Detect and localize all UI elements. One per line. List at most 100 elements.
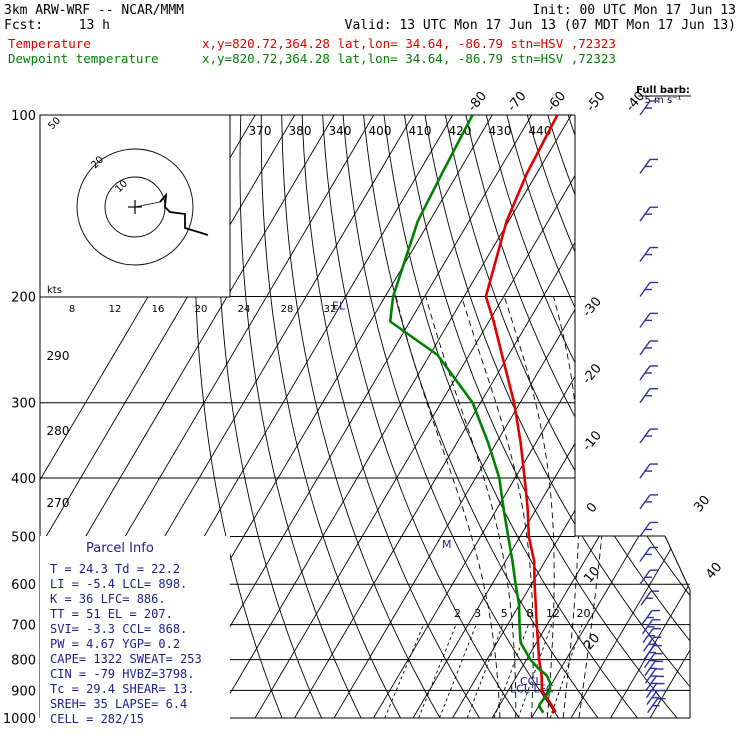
hodo-axis-tick: 24 — [238, 304, 251, 315]
hodograph-trace — [159, 192, 209, 236]
dry-adiabat-line — [623, 115, 690, 718]
parcel-row: CAPE= 1322 SWEAT= 253 — [50, 652, 202, 666]
storm-motion-vector — [134, 201, 161, 208]
isotherm-line — [563, 115, 690, 718]
isotherm-label: -30 — [580, 294, 605, 320]
isotherm-line — [40, 115, 312, 718]
m-label: M — [442, 538, 452, 551]
mixing-ratio-line — [439, 624, 477, 718]
parcel-info-box: Parcel Info T = 24.3 Td = 22.2 LI = -5.4… — [40, 536, 230, 726]
moist-adiabat-line — [553, 296, 580, 718]
parcel-row: SVI= -3.3 CCL= 868. — [50, 622, 187, 636]
pressure-label: 400 — [11, 472, 36, 487]
dry-adiabat-line — [194, 115, 288, 718]
theta-label: 290 — [47, 349, 70, 363]
parcel-row: T = 24.3 Td = 22.2 — [50, 562, 180, 576]
pressure-label: 200 — [11, 291, 36, 306]
mixing-ratio-label: 12 — [546, 607, 560, 620]
theta-label: 400 — [369, 124, 392, 138]
dry-adiabat-line — [462, 115, 690, 718]
valid-time: Valid: 13 UTC Mon 17 Jun 13 (07 MDT Mon … — [345, 18, 736, 33]
dewpoint-legend: Dewpoint temperature — [8, 51, 159, 66]
mixing-ratio-label: 5 — [501, 607, 508, 620]
theta-label: 380 — [289, 124, 312, 138]
isotherm-label: -10 — [580, 428, 605, 454]
isotherm-label: 20 — [581, 631, 603, 653]
isotherm-label: -70 — [505, 89, 530, 115]
moist-adiabat-line — [395, 296, 501, 718]
isotherm-label: 40 — [703, 560, 725, 582]
parcel-row: LI = -5.4 LCL= 898. — [50, 577, 187, 591]
parcel-row: K = 36 LFC= 886. — [50, 592, 166, 606]
theta-label: 270 — [47, 496, 70, 510]
isotherm-label: -20 — [580, 361, 605, 387]
hodo-axis-tick: 20 — [195, 304, 208, 315]
ccl-label: CCL — [520, 675, 542, 688]
pressure-label: 500 — [11, 530, 36, 545]
dry-adiabat-line — [239, 115, 368, 718]
mixing-ratio-label: 3 — [474, 607, 481, 620]
theta-label: 410 — [409, 124, 432, 138]
barb-legend-units: 5 m s⁻¹ — [645, 95, 682, 106]
dry-adiabat-line — [583, 115, 690, 718]
isotherm-label: 10 — [581, 564, 603, 586]
theta-label: 440 — [529, 124, 552, 138]
pressure-label: 900 — [11, 684, 36, 699]
pressure-label: 600 — [11, 578, 36, 593]
theta-label: 430 — [489, 124, 512, 138]
hodo-axis-label: kts — [47, 285, 62, 296]
moist-adiabat-line — [503, 296, 555, 718]
mixing-ratio-label: 2 — [454, 607, 461, 620]
dry-adiabat-line — [301, 115, 488, 718]
dry-adiabat-line — [361, 115, 609, 718]
hodo-ring — [76, 148, 194, 266]
theta-label: 340 — [329, 124, 352, 138]
dry-adiabat-line — [402, 115, 689, 718]
mixing-ratio-line — [384, 624, 424, 718]
dry-adiabat-line — [442, 115, 690, 718]
dry-adiabat-line — [321, 115, 528, 718]
hodo-axis-tick: 8 — [69, 304, 75, 315]
isotherm-label: -60 — [544, 89, 569, 115]
pressure-label: 700 — [11, 619, 36, 634]
init-time: Init: 00 UTC Mon 17 Jun 13 — [533, 3, 737, 18]
mixing-ratio-line — [517, 624, 553, 718]
isotherm-label: -50 — [584, 89, 609, 115]
forecast-value: 13 h — [79, 18, 110, 33]
dry-adiabat-line — [281, 115, 448, 718]
moist-adiabat-line — [578, 296, 611, 718]
moist-adiabat-line — [461, 296, 534, 718]
hodo-axis-tick: 16 — [152, 304, 165, 315]
isotherm-label: -80 — [465, 89, 490, 115]
isotherm-line — [247, 115, 628, 718]
pressure-label: 1000 — [3, 712, 36, 727]
dry-adiabat-line — [543, 115, 690, 718]
mixing-ratio-line — [549, 624, 583, 718]
hodo-axis-tick: 32 — [324, 304, 337, 315]
isotherm-line — [642, 115, 690, 718]
theta-label: 370 — [249, 124, 272, 138]
dry-adiabat-line — [603, 115, 690, 718]
parcel-info-title: Parcel Info — [86, 541, 154, 556]
dry-adiabat-line — [684, 115, 690, 718]
mixing-ratio-line — [493, 624, 529, 718]
mixing-ratio-label: 20 — [577, 607, 591, 620]
isotherm-line — [286, 115, 667, 718]
pressure-label: 300 — [11, 397, 36, 412]
profiles — [388, 115, 559, 714]
isotherm-line — [40, 115, 351, 718]
isotherm-label: 0 — [584, 500, 601, 516]
mixing-ratio-line — [418, 624, 457, 718]
isotherm-line — [168, 115, 549, 718]
hodo-axis-tick: 28 — [281, 304, 294, 315]
model-title: 3km ARW-WRF -- NCAR/MMM — [4, 3, 184, 18]
mixing-ratio-label: 8 — [526, 607, 533, 620]
parcel-row: SREH= 35 LAPSE= 6.4 — [50, 697, 187, 711]
isotherm-line — [207, 115, 588, 718]
el-label: EL — [332, 300, 346, 313]
dry-adiabat-line — [482, 115, 690, 718]
pressure-label: 800 — [11, 654, 36, 669]
hodo-axis-tick: 12 — [109, 304, 122, 315]
